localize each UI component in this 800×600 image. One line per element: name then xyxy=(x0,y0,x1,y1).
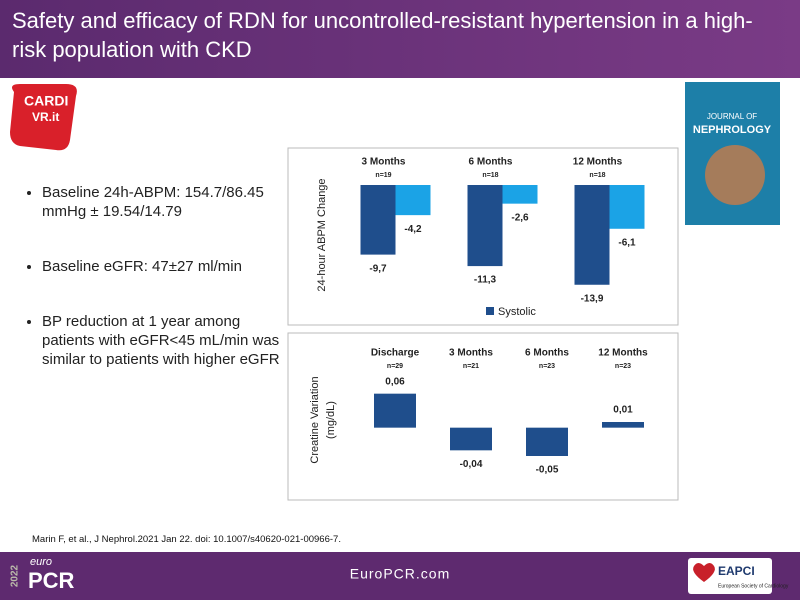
value-label: 0,06 xyxy=(385,376,405,387)
bar xyxy=(467,185,503,267)
n-label: n=29 xyxy=(387,363,403,370)
bar xyxy=(526,427,568,456)
n-label: n=19 xyxy=(375,172,391,179)
bar xyxy=(360,185,396,255)
value-label: 0,01 xyxy=(613,405,633,416)
category-label: Discharge xyxy=(371,348,420,359)
y-axis-label: (mg/dL) xyxy=(325,401,337,439)
n-label: n=21 xyxy=(463,363,479,370)
bullet: Baseline eGFR: 47±27 ml/min xyxy=(42,257,292,276)
logo-shape xyxy=(10,84,77,151)
value-label: -0,05 xyxy=(536,465,559,476)
footer-brand: euro xyxy=(30,556,52,568)
value-label: -2,6 xyxy=(511,212,529,223)
y-axis-label: 24-hour ABPM Change xyxy=(316,178,328,291)
bullet-list: Baseline 24h-ABPM: 154.7/86.45 mmHg ± 19… xyxy=(22,183,292,405)
bar xyxy=(502,185,538,204)
legend-swatch xyxy=(486,307,494,315)
partner-sub: European Society of Cardiology xyxy=(718,583,789,589)
value-label: -4,2 xyxy=(404,224,422,235)
category-label: 12 Months xyxy=(573,157,623,168)
category-label: 6 Months xyxy=(469,157,513,168)
logo-text: VR.it xyxy=(32,110,59,124)
n-label: n=23 xyxy=(615,363,631,370)
value-label: -13,9 xyxy=(581,293,604,304)
header-bar: Safety and efficacy of RDN for uncontrol… xyxy=(0,0,800,78)
partner-icon xyxy=(693,563,715,582)
category-label: 3 Months xyxy=(449,348,493,359)
journal-text: NEPHROLOGY xyxy=(693,124,772,136)
logo-text: CARDI xyxy=(24,93,68,109)
bullet: BP reduction at 1 year among patients wi… xyxy=(42,312,292,369)
bar xyxy=(450,427,492,451)
chart-frame xyxy=(287,332,679,501)
journal-text: JOURNAL OF xyxy=(707,112,757,121)
value-label: -11,3 xyxy=(474,275,497,286)
value-label: -9,7 xyxy=(369,263,387,274)
bar xyxy=(374,393,416,428)
value-label: -0,04 xyxy=(460,459,483,470)
citation: Marin F, et al., J Nephrol.2021 Jan 22. … xyxy=(32,534,341,545)
y-axis-label: Creatine Variation xyxy=(309,376,321,463)
bar xyxy=(602,422,644,428)
bullet: Baseline 24h-ABPM: 154.7/86.45 mmHg ± 19… xyxy=(42,183,292,221)
value-label: -6,1 xyxy=(618,237,636,248)
footer-url: EuroPCR.com xyxy=(350,566,450,582)
category-label: 6 Months xyxy=(525,348,569,359)
category-label: 12 Months xyxy=(598,348,648,359)
footer-year: 2022 xyxy=(10,564,21,587)
bar xyxy=(609,185,645,229)
n-label: n=23 xyxy=(539,363,555,370)
partner-name: EAPCI xyxy=(718,564,755,578)
footer-bar xyxy=(0,552,800,600)
legend-label: Systolic xyxy=(498,306,536,318)
slide-title: Safety and efficacy of RDN for uncontrol… xyxy=(12,8,753,62)
n-label: n=18 xyxy=(482,172,498,179)
bar xyxy=(395,185,431,216)
category-label: 3 Months xyxy=(362,157,406,168)
journal-art xyxy=(705,145,765,205)
footer-brand: PCR xyxy=(28,568,75,593)
bar xyxy=(574,185,610,285)
n-label: n=18 xyxy=(589,172,605,179)
